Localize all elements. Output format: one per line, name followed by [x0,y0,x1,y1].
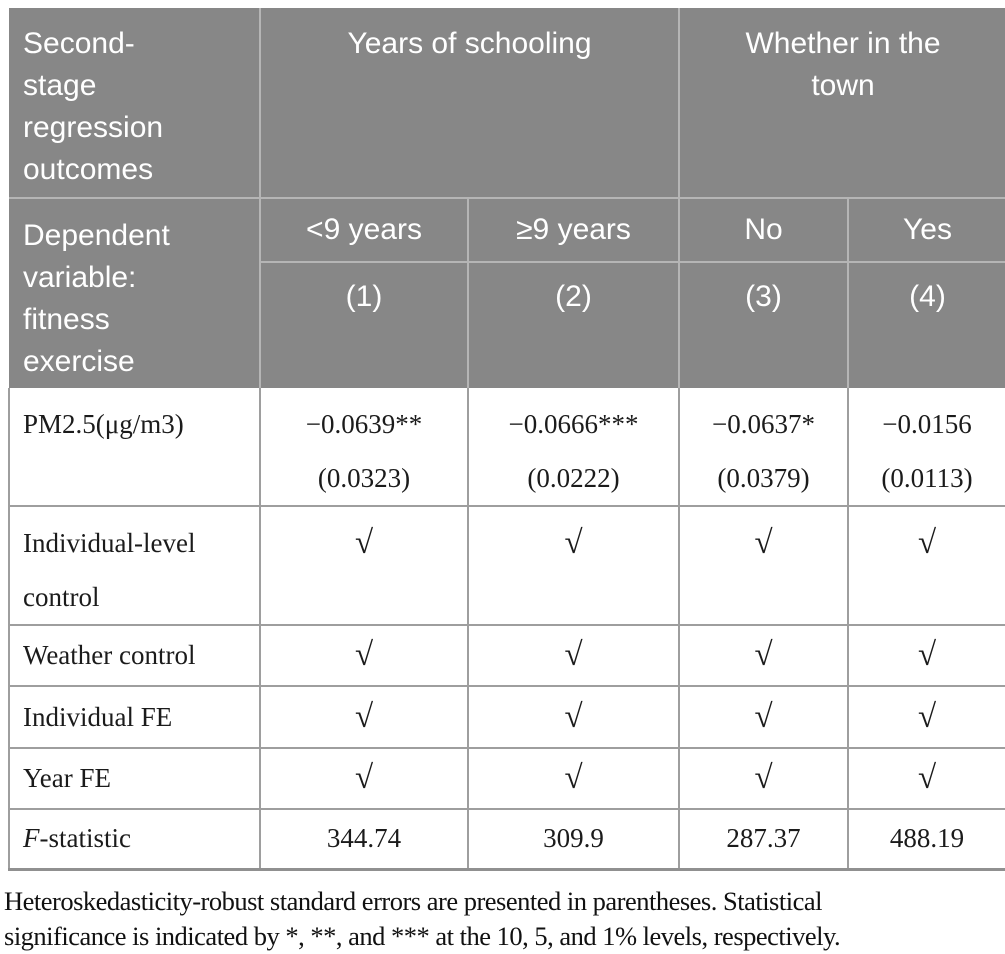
header-title-line: outcomes [23,153,154,186]
checkmark-cell: √ [846,624,1005,687]
header-group-years-of-schooling: Years of schooling [259,8,679,199]
checkmark-cell: √ [259,624,469,687]
checkmark-cell: √ [467,624,680,687]
header-col-yes: Yes [846,198,1005,262]
table-row-individual-fe: Individual FE √ √ √ √ [8,685,1005,749]
checkmark-cell: √ [259,505,469,626]
header-title-line: Second- [23,27,135,60]
header-group-label-line: Whether in the [745,27,941,60]
checkmark-cell: √ [259,685,469,749]
checkmark-cell: √ [467,685,680,749]
standard-error-value: (0.0379) [717,463,810,493]
row-label-individual-fe: Individual FE [8,685,261,749]
checkmark-cell: √ [259,747,469,810]
header-col-number-1: (1) [259,261,468,388]
coefficient-value: −0.0156 [882,409,972,439]
coefficient-value: −0.0639** [305,409,423,439]
header-dependent-line: Dependent [23,219,170,252]
header-group-label-line: town [811,69,875,102]
coefficient-value: −0.0637* [712,409,815,439]
header-col-number-3: (3) [678,261,848,388]
table-row-year-fe: Year FE √ √ √ √ [8,747,1005,810]
cell-pm25-col3: −0.0637* (0.0379) [678,388,849,507]
checkmark-cell: √ [467,505,680,626]
standard-error-value: (0.0113) [881,463,973,493]
row-label-individual-level-control: Individual-level control [8,505,261,626]
header-dependent-variable-cell: Dependent variable: fitness exercise [9,198,260,388]
f-statistic-rest: -statistic [39,823,131,854]
table-row-pm25: PM2.5(μg/m3) −0.0639** (0.0323) −0.0666*… [8,388,1005,507]
checkmark-cell: √ [846,505,1005,626]
footnote-line: Heteroskedasticity-robust standard error… [4,885,822,916]
checkmark-cell: √ [678,624,849,687]
header-col-lt9-years: <9 years [259,198,468,262]
row-label-year-fe: Year FE [8,747,261,810]
row-label-f-statistic: F-statistic [8,808,261,871]
header-title-line: stage [23,69,97,102]
table-row-weather-control: Weather control √ √ √ √ [8,624,1005,687]
f-statistic-value: 488.19 [846,808,1005,871]
header-col-ge9-years: ≥9 years [467,198,679,262]
checkmark-cell: √ [467,747,680,810]
header-row-column-numbers: (1) (2) (3) (4) [9,261,1005,388]
checkmark-cell: √ [678,685,849,749]
table-body: PM2.5(μg/m3) −0.0639** (0.0323) −0.0666*… [8,388,1005,871]
table-header: Second- stage regression outcomes Years … [9,8,1005,388]
header-col-number-4: (4) [846,261,1005,388]
header-col-no: No [678,198,848,262]
regression-results-table: Second- stage regression outcomes Years … [8,8,1005,871]
cell-pm25-col4: −0.0156 (0.0113) [846,388,1005,507]
f-statistic-italic-f: F [23,823,40,854]
checkmark-cell: √ [846,747,1005,810]
header-group-label: Years of schooling [347,27,592,60]
f-statistic-value: 309.9 [467,808,680,871]
checkmark-cell: √ [678,505,849,626]
header-title-cell: Second- stage regression outcomes [9,8,260,199]
standard-error-value: (0.0222) [527,463,620,493]
header-dependent-line: fitness [23,303,110,336]
checkmark-cell: √ [846,685,1005,749]
table-row-f-statistic: F-statistic 344.74 309.9 287.37 488.19 [8,808,1005,871]
header-row-subgroups: Dependent variable: fitness exercise <9 … [9,198,1005,388]
header-col-number-2: (2) [467,261,679,388]
coefficient-value: −0.0666*** [508,409,639,439]
row-label-weather-control: Weather control [8,624,261,687]
checkmark-cell: √ [678,747,849,810]
header-row-groups: Second- stage regression outcomes Years … [9,8,1005,199]
cell-pm25-col1: −0.0639** (0.0323) [259,388,469,507]
f-statistic-value: 287.37 [678,808,849,871]
header-dependent-line: variable: [23,261,137,294]
table-footnote: Heteroskedasticity-robust standard error… [4,884,1005,954]
header-group-whether-in-town: Whether in the town [677,8,1005,199]
header-title-line: regression [23,111,164,144]
cell-pm25-col2: −0.0666*** (0.0222) [467,388,680,507]
footnote-line: significance is indicated by *, **, and … [4,920,841,951]
table-row-individual-level-control: Individual-level control √ √ √ √ [8,505,1005,626]
f-statistic-value: 344.74 [259,808,469,871]
standard-error-value: (0.0323) [317,463,411,493]
row-label-pm25: PM2.5(μg/m3) [8,388,261,507]
header-dependent-line: exercise [23,345,135,378]
